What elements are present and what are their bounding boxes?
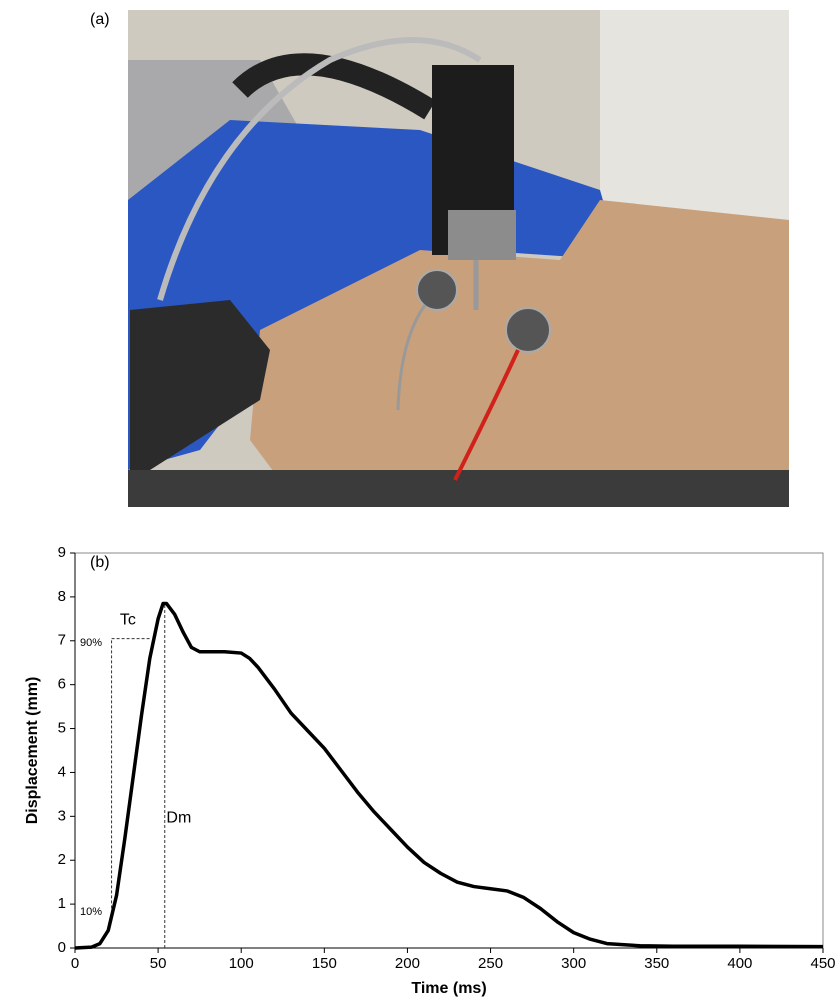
y-tick-label: 7 [58, 632, 66, 649]
y-axis-title: Displacement (mm) [24, 677, 41, 825]
photo-electrode [506, 308, 550, 352]
y-tick-label: 6 [58, 676, 66, 693]
photo-electrode [417, 270, 457, 310]
y-tick-label: 4 [58, 763, 66, 780]
x-tick-label: 200 [395, 955, 420, 972]
y-tick-label: 2 [58, 851, 66, 868]
y-tick-label: 1 [58, 895, 66, 912]
x-tick-label: 300 [561, 955, 586, 972]
annotation: Tc [120, 611, 136, 628]
data-line [75, 603, 823, 948]
y-tick-label: 0 [58, 939, 66, 956]
panel-label: (b) [90, 554, 110, 571]
x-tick-label: 400 [727, 955, 752, 972]
plot-frame [75, 553, 823, 948]
figure: (a) (b) 0 1 2 3 4 5 6 7 8 9 0 50 100 150 200 250 300 350 4… [0, 0, 839, 1008]
y-tick-label: 9 [58, 544, 66, 561]
x-tick-label: 150 [312, 955, 337, 972]
panel-label: (a) [90, 11, 110, 28]
y-tick-label: 8 [58, 588, 66, 605]
x-tick-label: 0 [71, 955, 79, 972]
x-axis-title: Time (ms) [411, 980, 486, 997]
x-tick-label: 50 [150, 955, 167, 972]
photo [128, 10, 789, 507]
x-tick-label: 100 [229, 955, 254, 972]
photo-sensor-base [448, 210, 516, 260]
photo-wall [600, 10, 789, 230]
annotation: Dm [166, 809, 191, 826]
x-tick-label: 450 [810, 955, 835, 972]
x-tick-label: 350 [644, 955, 669, 972]
y-tick-label: 3 [58, 807, 66, 824]
annotation: 10% [80, 906, 102, 918]
x-tick-label: 250 [478, 955, 503, 972]
annotation: 90% [80, 637, 102, 649]
y-tick-label: 5 [58, 720, 66, 737]
